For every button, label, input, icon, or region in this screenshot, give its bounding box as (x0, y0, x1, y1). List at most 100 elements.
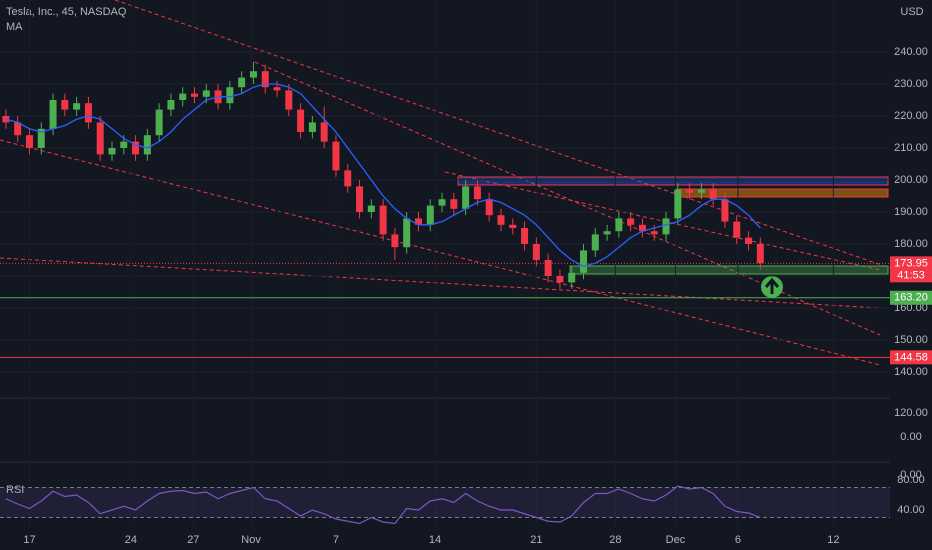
candle-body (167, 100, 175, 110)
candle-body (709, 189, 717, 200)
x-tick-label: 12 (827, 534, 839, 546)
candle-body (733, 221, 741, 238)
candle-body (580, 250, 588, 273)
candle-body (155, 109, 163, 136)
price-tag-label: 144.58 (894, 351, 928, 363)
candle-body (120, 141, 128, 148)
candle-body (556, 276, 564, 283)
candle-body (308, 122, 316, 132)
candle-body (403, 218, 411, 248)
candle-body (356, 186, 364, 212)
candle-body (391, 234, 399, 248)
x-tick-label: 14 (429, 534, 441, 546)
candle-body (544, 260, 552, 276)
candle-body (532, 244, 540, 260)
trend-line (114, 0, 891, 269)
trend-line (444, 171, 881, 271)
y-tick-label: 150.00 (894, 334, 928, 346)
price-tag (890, 350, 932, 365)
candle-body (249, 71, 257, 78)
currency-label: USD (900, 6, 923, 18)
x-tick-label: 17 (23, 534, 35, 546)
candle-body (521, 228, 529, 244)
resistance-zone (675, 188, 889, 198)
price-tag (890, 256, 932, 283)
candle-body (603, 231, 611, 235)
arrow-icon (764, 277, 780, 294)
candle-body (297, 109, 305, 132)
y-tick-label: 160.00 (894, 302, 928, 314)
y-tick-label: 200.00 (894, 174, 928, 186)
y-tick-label: 0.00 (900, 469, 921, 481)
countdown-label: 41:53 (897, 269, 925, 281)
y-tick-label: 180.00 (894, 238, 928, 250)
indicator-label: MA (6, 21, 23, 33)
candle-body (261, 71, 269, 88)
candle-body (591, 234, 599, 251)
candle-body (202, 90, 210, 97)
rsi-line (5, 485, 761, 525)
y-tick-label: 40.00 (897, 504, 925, 516)
candle-body (509, 224, 517, 228)
candle-body (497, 215, 505, 225)
candle-body (273, 87, 281, 91)
candle-body (179, 93, 187, 100)
y-tick-label: 230.00 (894, 78, 928, 90)
resistance-zone (457, 176, 889, 186)
candle-body (662, 218, 670, 235)
candle-body (485, 199, 493, 216)
price-tag (890, 290, 932, 305)
candle-body (638, 224, 646, 232)
trend-line (0, 139, 881, 366)
x-tick-label: 24 (125, 534, 137, 546)
x-tick-label: Dec (666, 534, 686, 546)
chart-title: Tesla, Inc., 45, NASDAQ (6, 6, 127, 18)
price-tag-label: 163.20 (894, 292, 928, 304)
candle-body (14, 122, 22, 136)
candle-body (96, 122, 104, 155)
candle-body (226, 87, 234, 104)
candle-body (25, 135, 33, 148)
candle-body (426, 205, 434, 225)
x-tick-label: 28 (609, 534, 621, 546)
candle-body (697, 189, 705, 193)
candle-body (73, 103, 81, 110)
candle-body (473, 186, 481, 200)
candle-body (61, 100, 69, 110)
x-tick-label: Nov (241, 534, 261, 546)
support-zone (569, 265, 889, 275)
y-tick-label: 220.00 (894, 110, 928, 122)
candle-body (438, 199, 446, 206)
candle-body (756, 244, 764, 264)
candle-body (627, 218, 635, 225)
candle-body (674, 189, 682, 219)
x-tick-label: 21 (530, 534, 542, 546)
ma-line (5, 83, 761, 268)
candle-body (37, 128, 45, 148)
y-tick-label: 120.00 (894, 407, 928, 419)
candle-body (285, 90, 293, 110)
candle-body (320, 122, 328, 142)
candle-body (132, 141, 140, 155)
y-tick-label: 190.00 (894, 206, 928, 218)
x-tick-label: 7 (333, 534, 339, 546)
candle-body (344, 170, 352, 187)
candle-body (367, 205, 375, 212)
candle-body (379, 205, 387, 235)
rsi-band (0, 487, 890, 518)
candle-body (2, 116, 10, 123)
x-tick-label: 27 (187, 534, 199, 546)
candle-body (191, 93, 199, 97)
rsi-label: RSI (6, 484, 24, 496)
price-tag-label: 173.95 (894, 257, 928, 269)
candle-body (745, 237, 753, 244)
y-tick-label: 0.00 (900, 431, 921, 443)
y-tick-label: 140.00 (894, 366, 928, 378)
candle-body (462, 186, 470, 209)
candle-body (650, 231, 658, 235)
candle-body (238, 77, 246, 88)
y-tick-label: 80.00 (897, 474, 925, 486)
x-tick-label: 6 (735, 534, 741, 546)
